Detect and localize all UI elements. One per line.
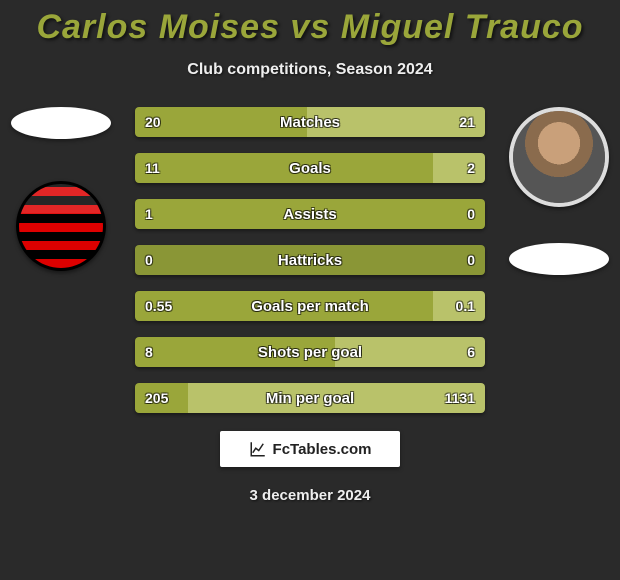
stat-right-value: 21	[449, 107, 485, 137]
stat-left-value: 11	[135, 153, 170, 183]
left-club-badge	[16, 181, 106, 271]
avatar-photo-icon	[513, 111, 605, 203]
right-club-badge-placeholder	[509, 243, 609, 275]
stat-bars: 2021Matches112Goals10Assists00Hattricks0…	[135, 107, 485, 413]
stat-left-value: 0.55	[135, 291, 182, 321]
stat-row: 0.550.1Goals per match	[135, 291, 485, 321]
stat-right-value: 6	[457, 337, 485, 367]
stat-left-value: 0	[135, 245, 163, 275]
stat-left-value: 20	[135, 107, 171, 137]
left-player-avatar-placeholder	[11, 107, 111, 139]
stat-row: 00Hattricks	[135, 245, 485, 275]
stat-left-value: 8	[135, 337, 163, 367]
stat-row: 10Assists	[135, 199, 485, 229]
stat-right-value: 0.1	[446, 291, 485, 321]
date-text: 3 december 2024	[0, 487, 620, 504]
stat-left-value: 205	[135, 383, 178, 413]
comparison-area: 2021Matches112Goals10Assists00Hattricks0…	[0, 107, 620, 413]
subtitle: Club competitions, Season 2024	[0, 61, 620, 79]
stat-right-value: 2	[457, 153, 485, 183]
right-player-avatar	[509, 107, 609, 207]
stat-right-value: 0	[457, 199, 485, 229]
stat-right-value: 1131	[435, 383, 485, 413]
stat-row: 2021Matches	[135, 107, 485, 137]
left-player-column	[6, 107, 116, 271]
stat-row: 112Goals	[135, 153, 485, 183]
branding-box[interactable]: FcTables.com	[220, 431, 400, 467]
chart-icon	[249, 440, 267, 458]
page-title: Carlos Moises vs Miguel Trauco	[0, 0, 620, 47]
stat-right-value: 0	[457, 245, 485, 275]
stat-row: 86Shots per goal	[135, 337, 485, 367]
stat-row: 2051131Min per goal	[135, 383, 485, 413]
branding-text: FcTables.com	[273, 441, 372, 458]
right-player-column	[504, 107, 614, 275]
stat-left-value: 1	[135, 199, 163, 229]
